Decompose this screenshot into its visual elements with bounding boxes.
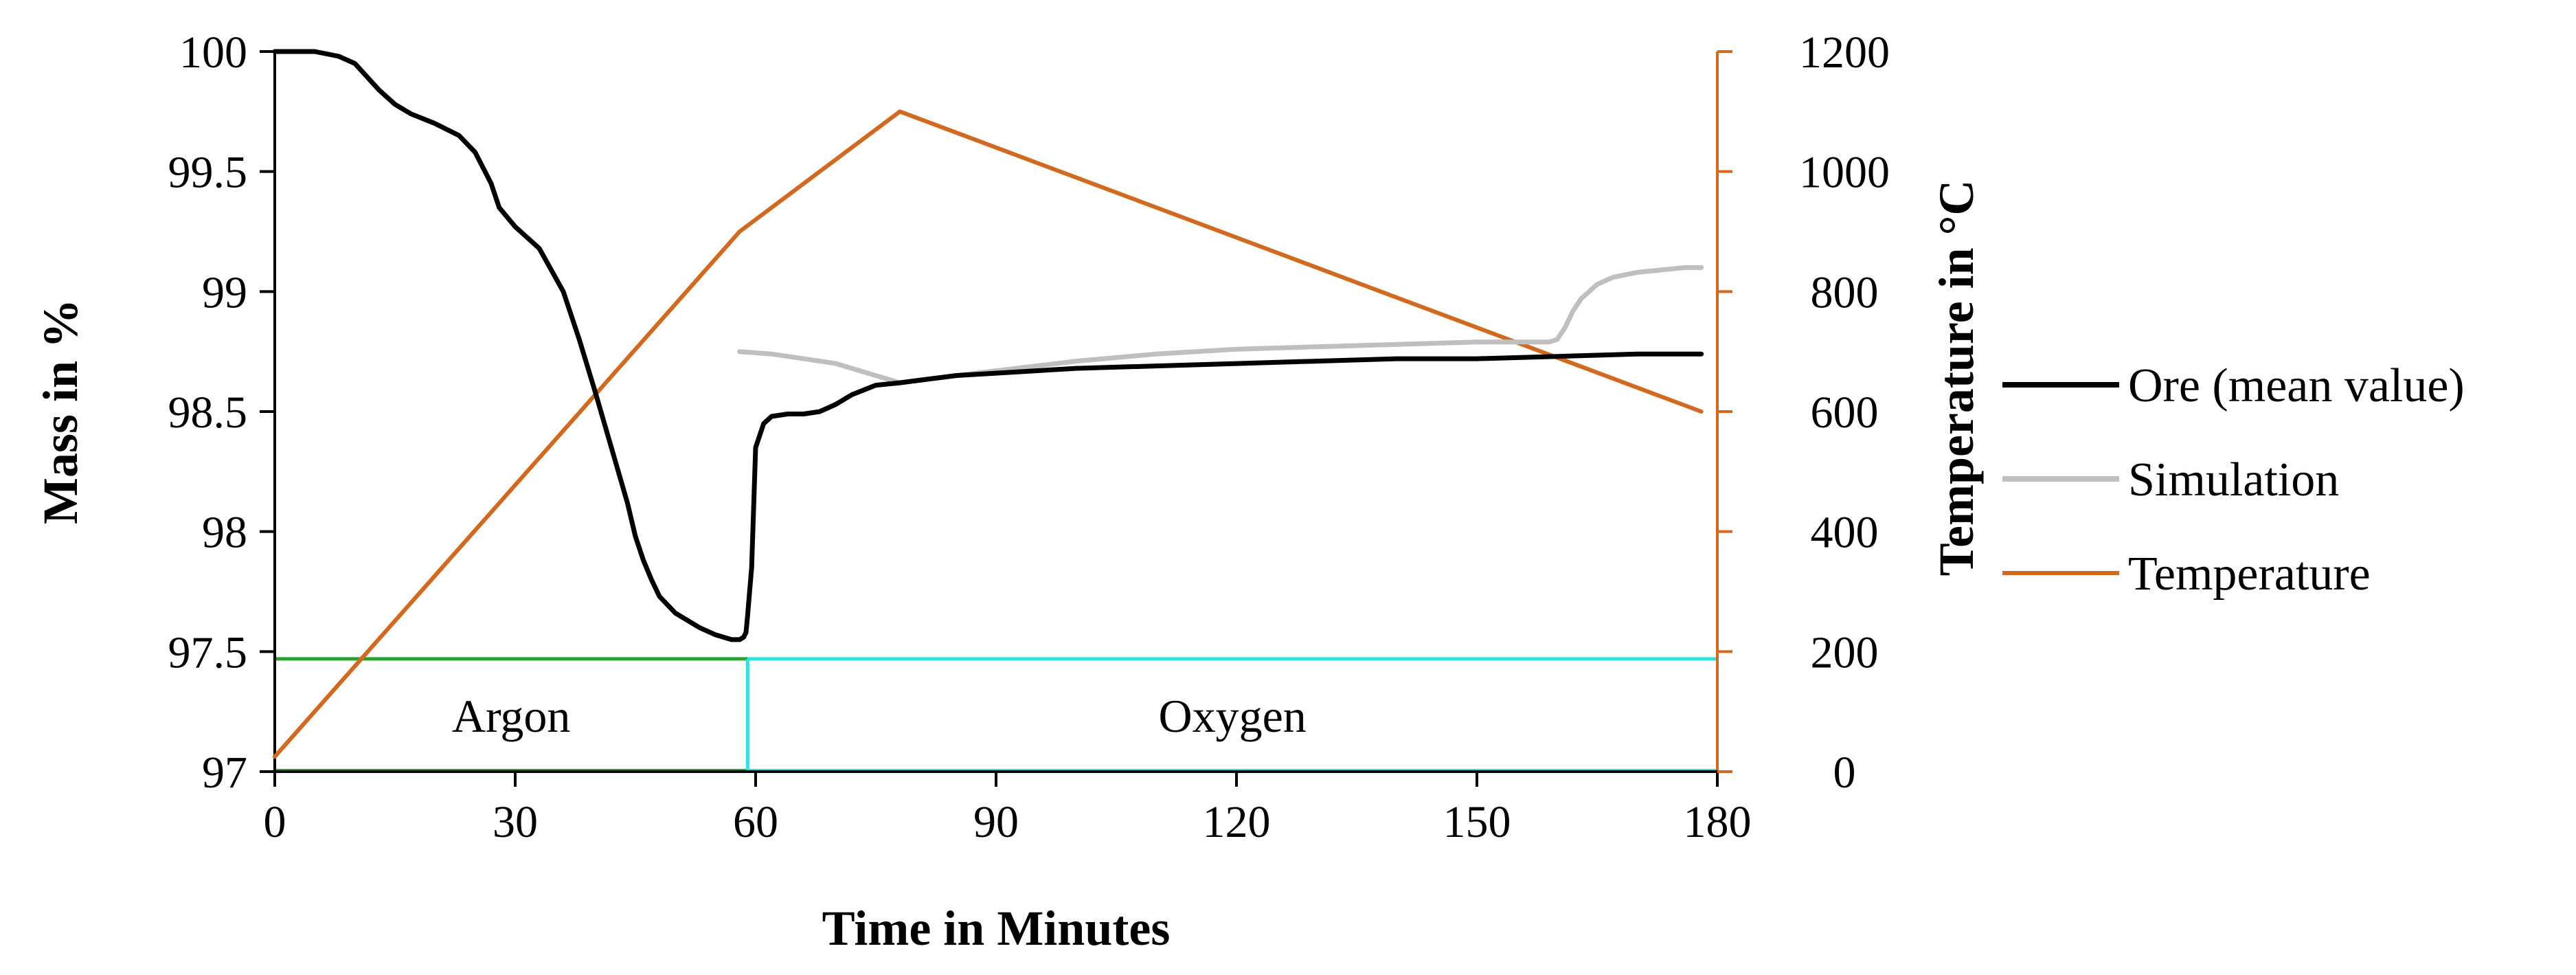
tick-marks: 0 30 60 90 120 150 1809797.59898.59999.5100020… xyxy=(168,27,1890,847)
x-axis-title: Time in Minutes xyxy=(822,901,1171,956)
atmosphere-bands: Argon Oxygen xyxy=(275,657,1717,772)
y-left-tick-label: 97.5 xyxy=(168,627,248,677)
x-tick-label: 30 xyxy=(493,797,538,847)
x-tick-label: 60 xyxy=(733,797,778,847)
x-tick-label: 0 xyxy=(264,797,286,847)
series-lines xyxy=(272,49,1704,759)
axes xyxy=(273,52,1719,773)
y-left-tick-label: 99.5 xyxy=(168,148,248,198)
y-right-tick-label: 1000 xyxy=(1799,148,1890,198)
y-right-tick-label: 800 xyxy=(1811,267,1879,317)
y-left-tick-label: 98 xyxy=(202,508,247,558)
x-tick-label: 120 xyxy=(1203,797,1271,847)
legend-label-ore-mean-value: Ore (mean value) xyxy=(2128,359,2465,412)
y-right-tick-label: 600 xyxy=(1811,388,1879,438)
y-right-tick-label: 1200 xyxy=(1799,27,1890,78)
legend: Ore (mean value) Simulation Temperature xyxy=(2002,359,2465,601)
series-line-ore-mean-value xyxy=(272,49,1704,642)
atmosphere-label-oxygen: Oxygen xyxy=(1159,690,1307,742)
y-axis-left-title: Mass in % xyxy=(33,299,88,524)
y-right-tick-label: 0 xyxy=(1833,748,1856,798)
y-left-tick-label: 98.5 xyxy=(168,388,248,438)
atmosphere-label-argon: Argon xyxy=(452,690,571,742)
y-right-tick-label: 200 xyxy=(1811,627,1879,677)
x-tick-label: 90 xyxy=(973,797,1019,847)
y-axis-right-title: Temperature in °C xyxy=(1929,180,1984,576)
y-left-tick-label: 97 xyxy=(202,748,247,798)
x-tick-label: 150 xyxy=(1443,797,1511,847)
series-line-temperature xyxy=(273,109,1704,759)
legend-label-simulation: Simulation xyxy=(2128,453,2339,506)
legend-label-temperature: Temperature xyxy=(2128,548,2371,601)
y-left-tick-label: 99 xyxy=(202,267,247,317)
y-right-tick-label: 400 xyxy=(1811,508,1879,558)
y-left-tick-label: 100 xyxy=(179,27,247,78)
x-tick-label: 180 xyxy=(1684,797,1752,847)
series-line-simulation xyxy=(737,265,1704,385)
